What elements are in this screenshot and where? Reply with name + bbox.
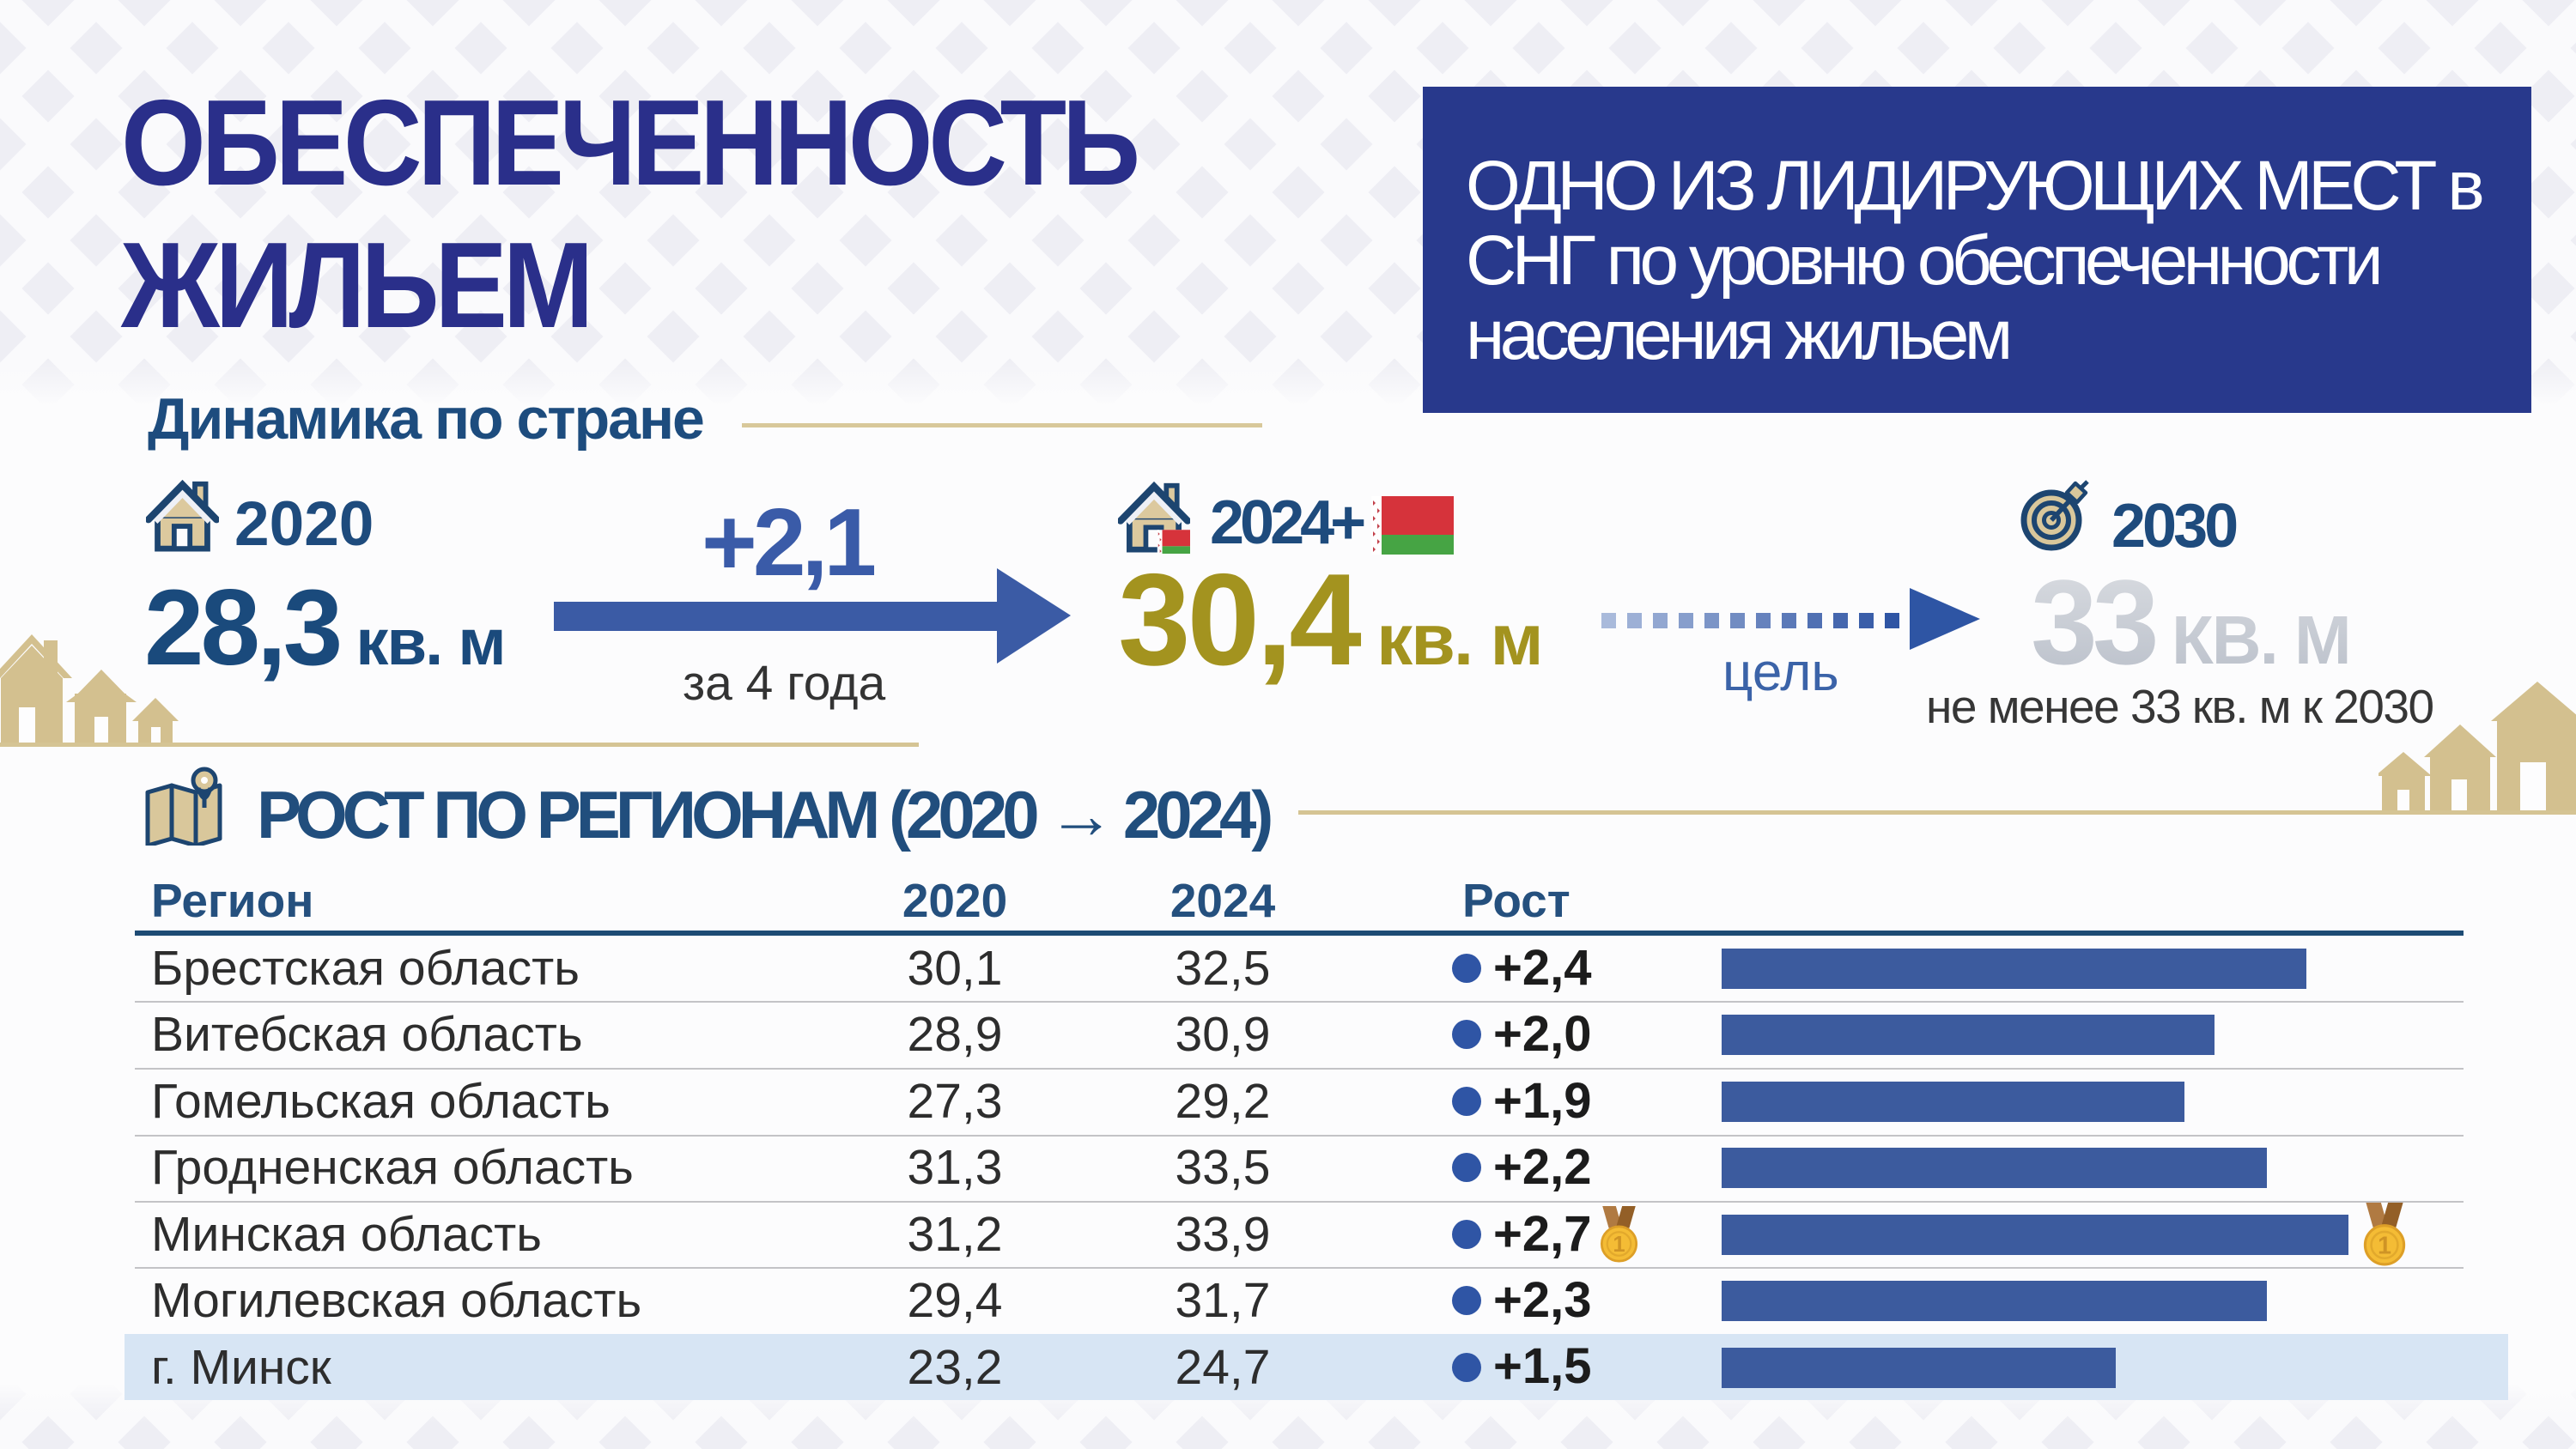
svg-text:1: 1 bbox=[1613, 1233, 1625, 1257]
svg-text:1: 1 bbox=[2378, 1232, 2391, 1259]
